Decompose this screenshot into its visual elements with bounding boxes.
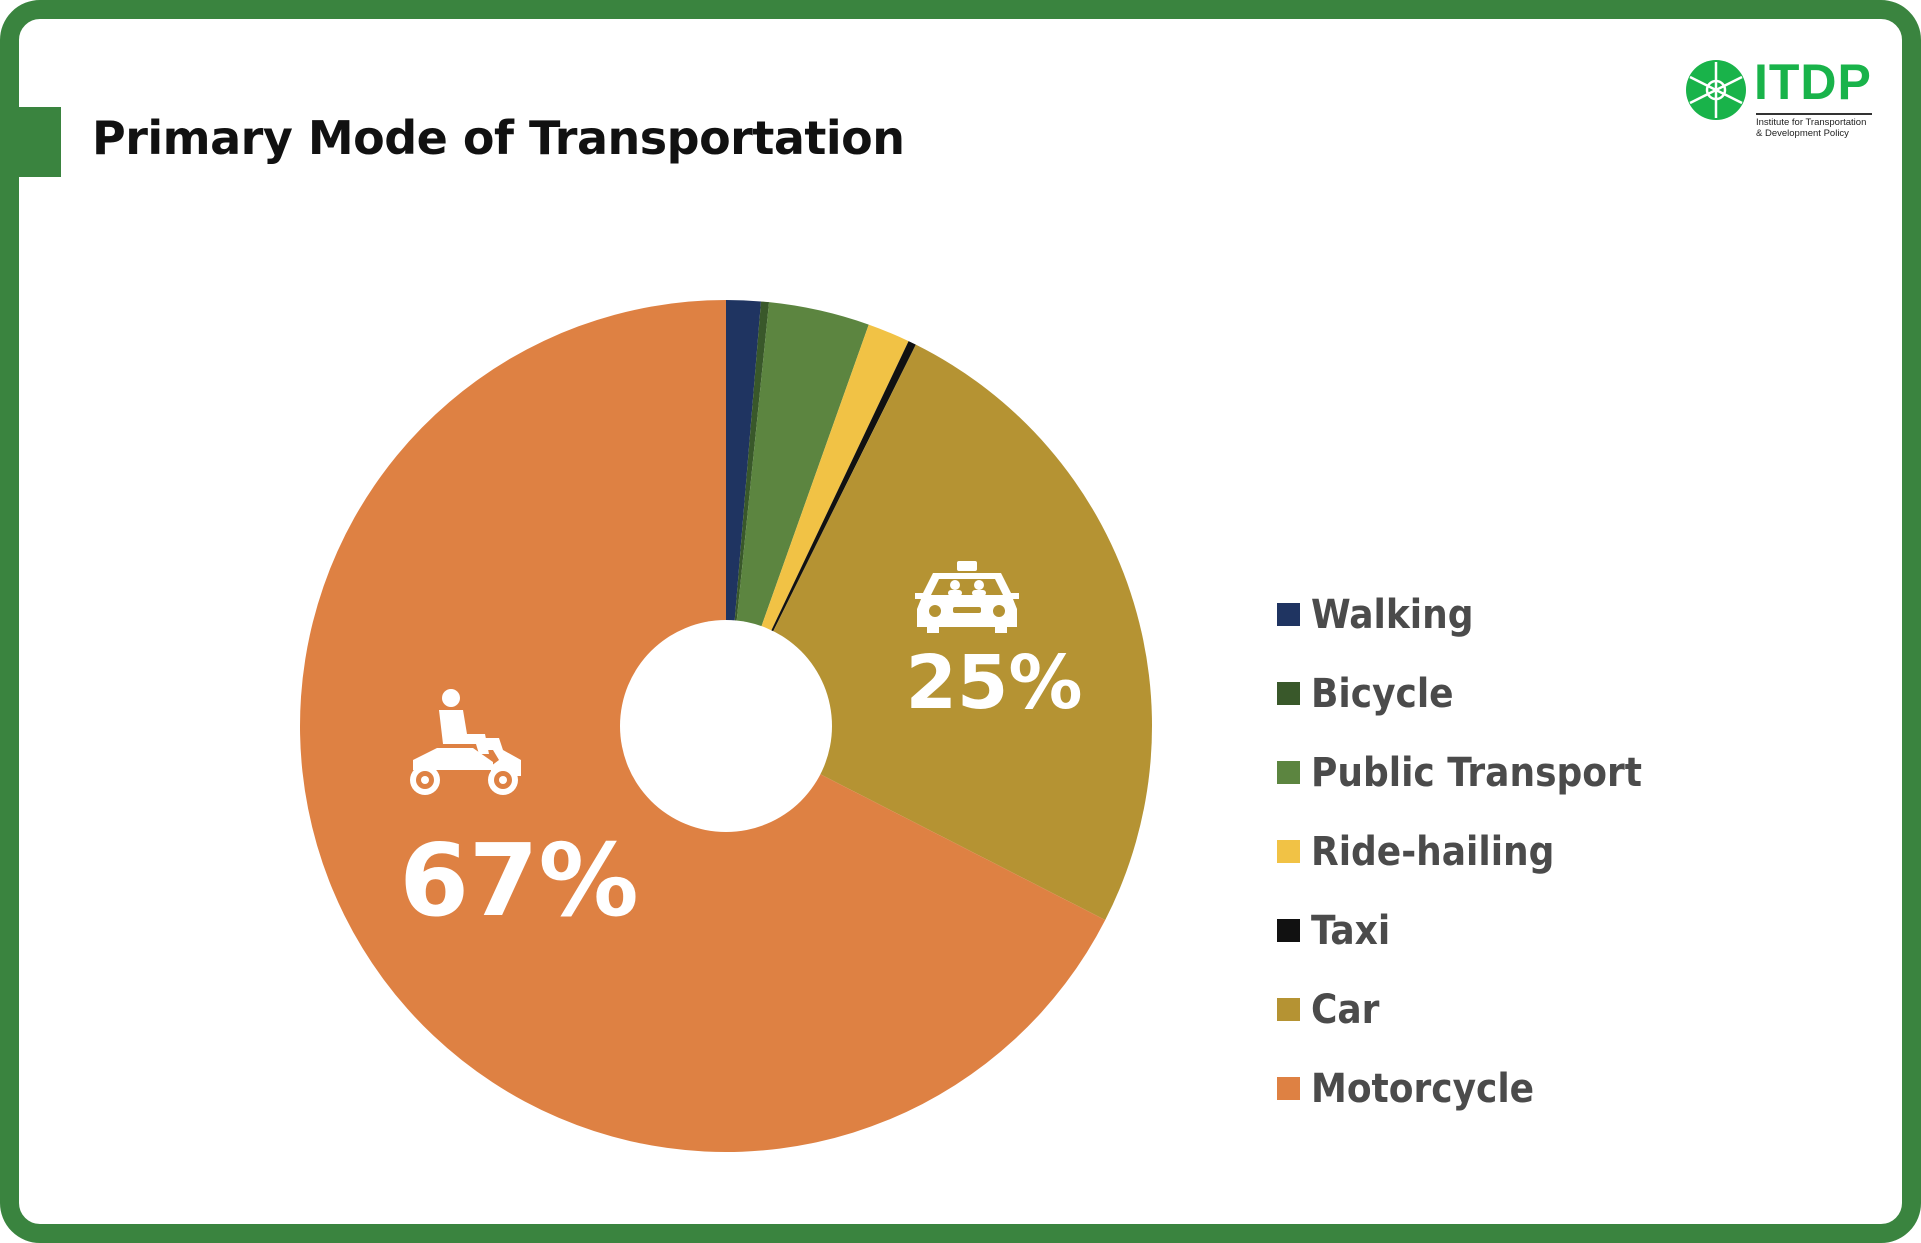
legend-label: Public Transport xyxy=(1311,750,1642,796)
legend-swatch xyxy=(1277,682,1300,705)
title-accent-bar xyxy=(19,107,61,177)
data-label-motorcycle: 67% xyxy=(399,822,638,939)
legend-label: Walking xyxy=(1311,592,1474,638)
logo-subtitle-line1: Institute for Transportation xyxy=(1756,117,1867,128)
legend-swatch xyxy=(1277,840,1300,863)
pie-slice-taxi xyxy=(726,341,916,726)
legend-label: Taxi xyxy=(1311,908,1391,954)
itdp-logo: ITDP Institute for Transportation & Deve… xyxy=(1684,51,1894,151)
legend-swatch xyxy=(1277,998,1300,1021)
legend-swatch xyxy=(1277,1077,1300,1100)
legend-label: Motorcycle xyxy=(1311,1066,1535,1112)
legend-label: Bicycle xyxy=(1311,671,1454,717)
legend-swatch xyxy=(1277,603,1300,626)
pie-slice-walking xyxy=(726,300,762,726)
data-label-car: 25% xyxy=(905,640,1082,726)
motorcycle-icon xyxy=(410,689,521,795)
pie-slice-public-transport xyxy=(726,302,869,726)
logo-subtitle: Institute for Transportation & Developme… xyxy=(1756,117,1866,139)
chart-title: Primary Mode of Transportation xyxy=(92,111,905,165)
pie-slice-ride-hailing xyxy=(726,324,909,726)
logo-text: ITDP xyxy=(1754,54,1872,110)
legend-label: Car xyxy=(1311,987,1380,1033)
legend-label: Ride-hailing xyxy=(1311,829,1555,875)
legend-swatch xyxy=(1277,919,1300,942)
car-icon xyxy=(915,561,1019,633)
donut-hole xyxy=(620,620,832,832)
itdp-star-icon xyxy=(1686,60,1746,120)
logo-divider xyxy=(1756,113,1872,115)
logo-subtitle-line2: & Development Policy xyxy=(1756,128,1849,139)
donut-chart: 25% 67% xyxy=(300,300,1152,1152)
pie-slice-bicycle xyxy=(726,301,770,726)
legend-swatch xyxy=(1277,761,1300,784)
